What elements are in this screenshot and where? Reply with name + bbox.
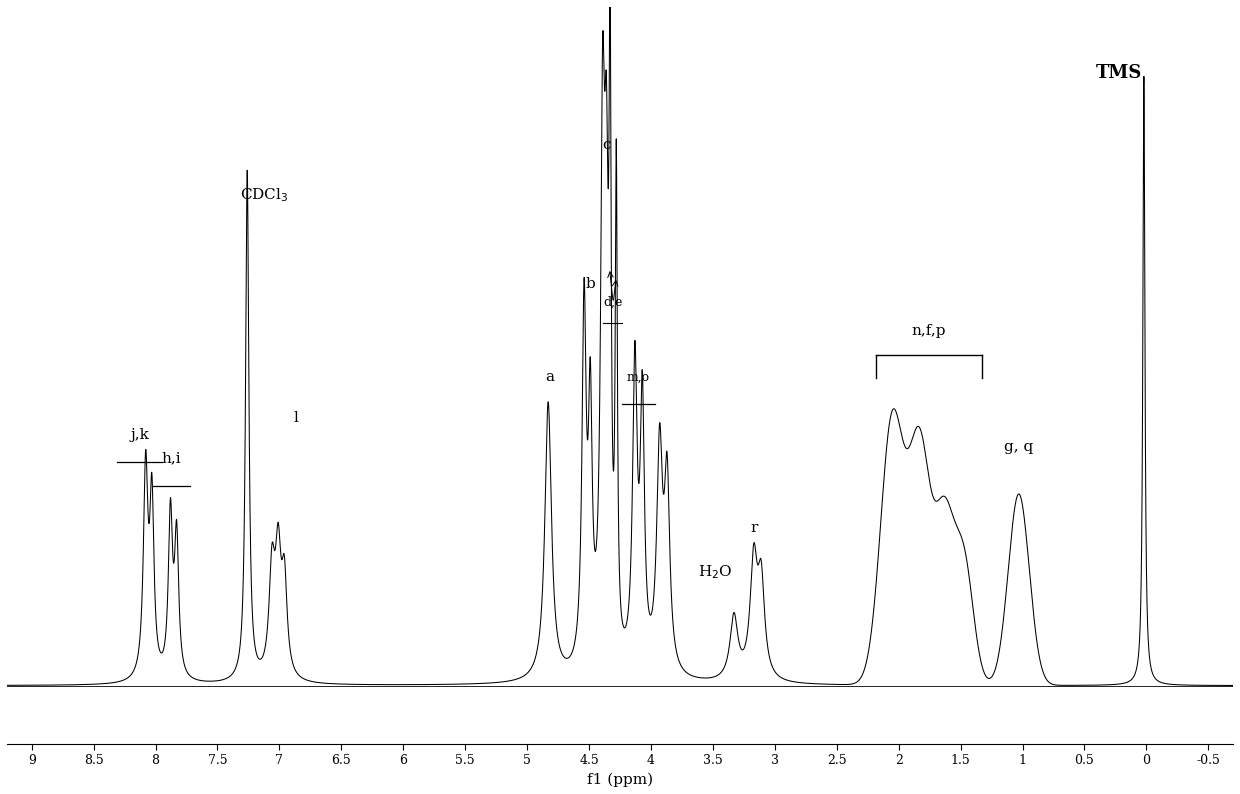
Text: b: b — [585, 277, 595, 291]
Text: m,o: m,o — [627, 371, 650, 384]
Text: l: l — [293, 410, 298, 425]
Text: d,e: d,e — [603, 295, 622, 309]
Text: n,f,p: n,f,p — [911, 324, 946, 337]
Text: h,i: h,i — [162, 451, 181, 465]
Text: c: c — [603, 138, 610, 152]
Text: g, q: g, q — [1004, 440, 1033, 453]
Text: CDCl$_3$: CDCl$_3$ — [241, 187, 289, 204]
X-axis label: f1 (ppm): f1 (ppm) — [587, 773, 653, 787]
Text: H$_2$O: H$_2$O — [698, 564, 733, 581]
Text: j,k: j,k — [130, 428, 149, 442]
Text: a: a — [544, 370, 554, 384]
Text: r: r — [750, 521, 758, 535]
Text: TMS: TMS — [1096, 64, 1142, 83]
